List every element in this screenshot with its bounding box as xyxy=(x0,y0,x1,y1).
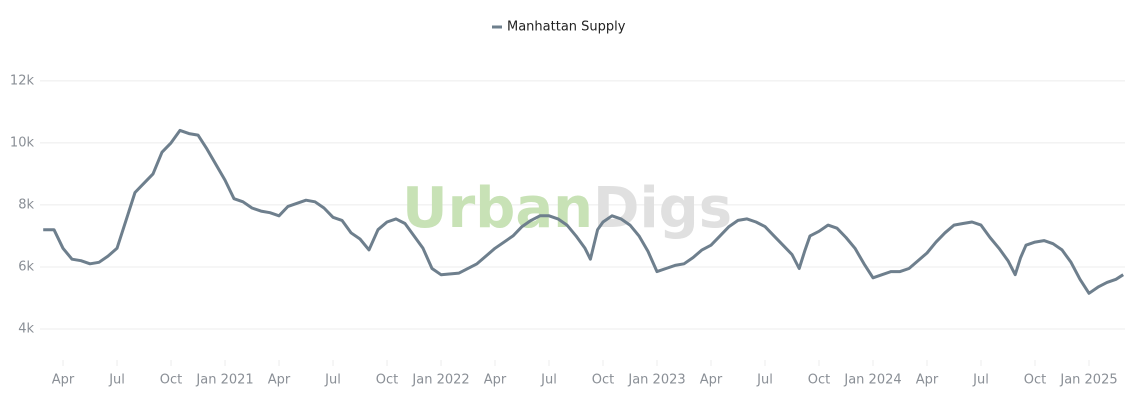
x-tick-label: Apr xyxy=(916,373,939,388)
x-tick-label: Jan 2025 xyxy=(1059,373,1117,388)
watermark-text: Urban xyxy=(402,176,593,241)
x-tick-label: Jul xyxy=(540,373,557,388)
y-tick-label: 10k xyxy=(10,135,35,150)
x-tick-label: Oct xyxy=(808,373,830,388)
x-tick-label: Apr xyxy=(52,373,75,388)
x-tick-label: Apr xyxy=(268,373,291,388)
watermark: Urban Digs xyxy=(402,176,732,241)
y-tick-label: 4k xyxy=(18,321,34,336)
x-tick-label: Oct xyxy=(1024,373,1046,388)
y-tick-label: 12k xyxy=(10,73,35,88)
x-tick-label: Apr xyxy=(484,373,507,388)
x-tick-label: Jul xyxy=(108,373,125,388)
x-tick-label: Oct xyxy=(376,373,398,388)
x-tick-label: Oct xyxy=(160,373,182,388)
watermark-text: Digs xyxy=(593,176,732,241)
x-tick-label: Jul xyxy=(972,373,989,388)
x-tick-label: Oct xyxy=(592,373,614,388)
x-tick-label: Jan 2023 xyxy=(627,373,685,388)
x-tick-label: Jan 2021 xyxy=(195,373,253,388)
x-tick-label: Jan 2022 xyxy=(411,373,469,388)
x-tick-label: Jul xyxy=(324,373,341,388)
x-tick-label: Apr xyxy=(700,373,723,388)
y-tick-label: 6k xyxy=(18,259,34,274)
series-line xyxy=(43,128,1125,295)
x-tick-label: Jul xyxy=(756,373,773,388)
legend-label: Manhattan Supply xyxy=(507,20,626,35)
x-tick-label: Jan 2024 xyxy=(843,373,901,388)
y-tick-label: 8k xyxy=(18,197,34,212)
